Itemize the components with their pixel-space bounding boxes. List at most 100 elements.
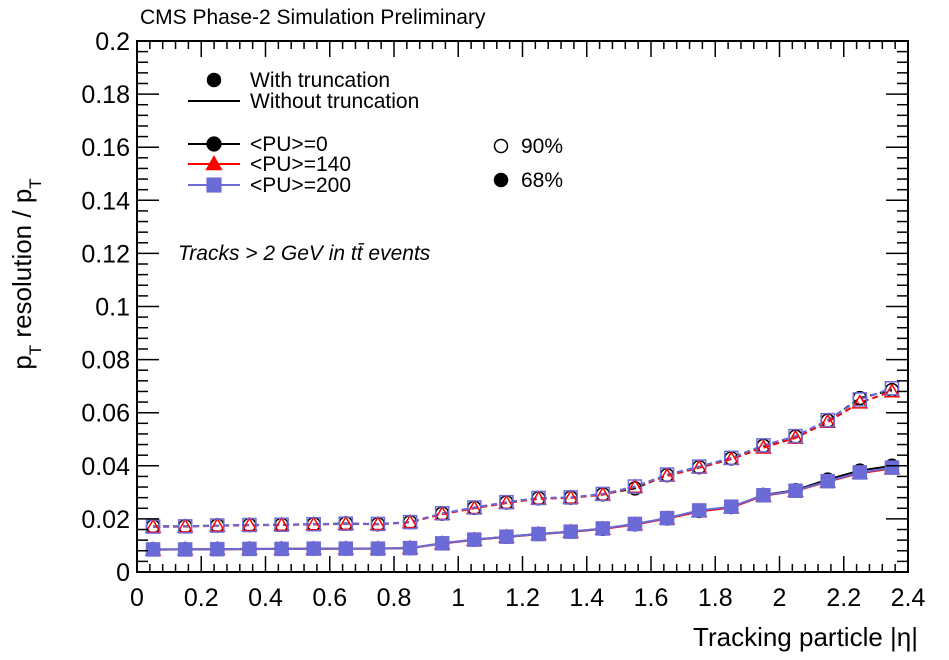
data-point — [242, 517, 257, 533]
x-tick-label: 0.2 — [184, 584, 219, 612]
series-lines — [153, 387, 893, 551]
legend-marker — [206, 136, 222, 152]
x-tick-label: 0.6 — [312, 584, 347, 612]
data-point — [691, 459, 707, 474]
data-point — [434, 536, 450, 551]
y-tick-label: 0 — [116, 559, 130, 587]
data-point — [306, 541, 321, 556]
data-point — [531, 526, 546, 542]
data-point — [306, 516, 321, 532]
y-tick-label: 0.14 — [81, 187, 130, 215]
data-point — [274, 517, 289, 532]
x-tick-label: 1 — [451, 584, 465, 612]
plot-content — [144, 381, 901, 557]
legend-label: 90% — [521, 135, 563, 158]
data-point — [756, 438, 771, 453]
data-point — [467, 532, 482, 547]
data-point — [402, 514, 418, 530]
y-tick-label: 0.1 — [95, 294, 130, 322]
y-tick-label: 0.06 — [81, 400, 130, 428]
data-point — [499, 529, 514, 544]
x-tick-label: 1.2 — [505, 584, 540, 612]
data-point — [755, 439, 772, 454]
legend-marker — [205, 155, 223, 171]
data-point — [305, 515, 322, 531]
data-point — [402, 540, 418, 556]
legend-marker — [493, 172, 509, 188]
x-axis-title: Tracking particle |η| — [693, 622, 918, 652]
x-tick-label: 1.4 — [569, 584, 604, 612]
data-point — [883, 382, 901, 398]
x-tick-label: 2 — [773, 584, 787, 612]
legend-label: Without truncation — [250, 90, 419, 113]
y-tick-label: 0.02 — [81, 506, 130, 534]
data-point — [724, 450, 739, 466]
y-tick-label: 0.18 — [81, 81, 130, 109]
legend-label: <PU>=0 — [250, 133, 328, 156]
x-tick-label: 1.6 — [634, 584, 669, 612]
legend-label: <PU>=140 — [250, 153, 351, 176]
x-tick-label: 2.2 — [826, 584, 861, 612]
data-point — [884, 381, 900, 396]
data-point — [595, 486, 611, 502]
data-point — [691, 503, 707, 518]
data-point — [563, 490, 578, 505]
data-point — [210, 518, 225, 533]
data-point — [820, 473, 835, 489]
data-point — [627, 516, 643, 532]
legend-label: With truncation — [250, 69, 390, 92]
data-point — [144, 518, 162, 533]
data-point — [563, 524, 578, 539]
series-line — [153, 464, 893, 551]
series-line — [153, 466, 893, 551]
data-point — [788, 428, 803, 444]
data-point — [210, 541, 225, 557]
series-line — [153, 389, 893, 528]
series-markers — [144, 381, 901, 557]
data-point — [659, 467, 675, 482]
data-point — [884, 460, 900, 475]
series-line — [153, 467, 893, 551]
data-point — [851, 394, 869, 409]
data-point — [467, 500, 482, 515]
data-point — [145, 519, 161, 534]
data-point — [177, 542, 193, 557]
data-point — [852, 465, 868, 480]
data-point — [499, 494, 514, 510]
data-point — [788, 483, 803, 499]
data-point — [176, 518, 194, 533]
annotation: Tracks > 2 GeV in tt̄ events — [178, 242, 431, 265]
legend-marker — [206, 72, 222, 88]
data-point — [820, 412, 835, 428]
y-tick-label: 0.2 — [95, 28, 130, 56]
series-line — [153, 387, 893, 528]
data-point — [241, 516, 258, 532]
legend-marker — [493, 138, 509, 154]
x-tick-label: 1.8 — [698, 584, 733, 612]
legend-marker — [206, 177, 222, 193]
y-tick-label: 0.08 — [81, 347, 130, 375]
data-point — [145, 542, 161, 557]
y-axis-title: pT resolution / pT — [7, 178, 45, 369]
data-point — [337, 515, 355, 530]
data-point — [369, 515, 387, 531]
data-point — [531, 490, 546, 506]
legend-label: 68% — [521, 169, 563, 192]
series-line — [153, 390, 893, 528]
data-point — [434, 506, 450, 521]
axes: 0 0.2 0.4 0.6 0.8 1 1.2 1.4 1.6 1.8 2 2.2 2.4 0 0.02 0.… — [81, 28, 925, 612]
data-point — [177, 519, 193, 534]
y-tick-label: 0.04 — [81, 453, 130, 481]
y-tick-label: 0.12 — [81, 240, 130, 268]
data-point — [595, 521, 611, 536]
data-point — [273, 516, 290, 532]
data-point — [724, 499, 739, 514]
data-point — [627, 479, 643, 494]
data-point — [659, 510, 675, 526]
legend-label: <PU>=200 — [250, 174, 351, 197]
data-point — [756, 488, 771, 503]
data-point — [209, 517, 226, 532]
x-tick-label: 0.4 — [248, 584, 283, 612]
data-point — [401, 513, 419, 529]
